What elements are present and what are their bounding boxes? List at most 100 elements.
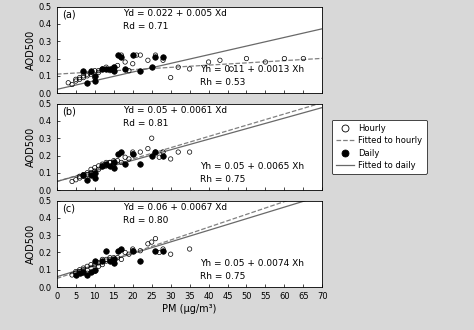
Point <box>72 272 80 278</box>
Text: Rh = 0.75: Rh = 0.75 <box>200 272 246 280</box>
Point <box>95 264 102 269</box>
Point <box>121 250 129 255</box>
Point <box>83 177 91 182</box>
Point <box>91 258 99 264</box>
Point <box>205 59 212 65</box>
Point <box>83 172 91 177</box>
Point <box>80 269 87 274</box>
Point <box>91 168 99 174</box>
Point <box>118 54 125 59</box>
Text: Yh = 0.05 + 0.0074 Xh: Yh = 0.05 + 0.0074 Xh <box>200 259 304 268</box>
Point <box>228 66 235 72</box>
Point <box>129 151 137 156</box>
Point <box>110 260 118 266</box>
Point <box>144 146 152 151</box>
Point <box>99 163 106 169</box>
Point <box>118 52 125 58</box>
Point <box>68 272 76 278</box>
Point <box>110 258 118 264</box>
Point <box>80 172 87 177</box>
Point <box>216 58 224 63</box>
Point <box>152 236 159 241</box>
Point <box>83 170 91 176</box>
Point <box>72 79 80 84</box>
Point <box>91 170 99 176</box>
Point <box>110 65 118 70</box>
Point <box>186 149 193 155</box>
Point <box>72 271 80 276</box>
Point <box>91 73 99 79</box>
Point <box>114 255 121 260</box>
Point <box>121 66 129 72</box>
Point <box>174 65 182 70</box>
Point <box>118 160 125 165</box>
Point <box>110 257 118 262</box>
Point <box>106 68 114 73</box>
Point <box>121 161 129 167</box>
Point <box>262 59 269 65</box>
Point <box>83 80 91 85</box>
Point <box>114 158 121 163</box>
Point <box>148 65 155 70</box>
Point <box>121 154 129 160</box>
Point <box>72 177 80 182</box>
Point <box>76 269 83 274</box>
Point <box>80 172 87 177</box>
Point <box>87 269 95 274</box>
Point <box>159 153 167 158</box>
Point <box>148 153 155 158</box>
Y-axis label: AOD500: AOD500 <box>26 127 36 167</box>
Point <box>99 66 106 72</box>
Point <box>243 56 250 61</box>
Point <box>159 149 167 155</box>
Point <box>102 161 110 167</box>
Point <box>148 136 155 141</box>
Point <box>83 272 91 278</box>
Point <box>137 161 144 167</box>
Point <box>106 66 114 72</box>
Point <box>174 149 182 155</box>
Point <box>281 56 288 61</box>
Point <box>129 151 137 156</box>
Point <box>137 68 144 73</box>
Point <box>110 161 118 167</box>
Y-axis label: AOD500: AOD500 <box>26 30 36 70</box>
Point <box>99 258 106 264</box>
Point <box>80 68 87 73</box>
Point <box>91 79 99 84</box>
Point <box>99 262 106 267</box>
Point <box>106 257 114 262</box>
Point <box>129 149 137 155</box>
Point <box>125 251 133 257</box>
Point <box>152 54 159 59</box>
Point <box>87 170 95 176</box>
Point <box>152 52 159 58</box>
Point <box>118 149 125 155</box>
Point <box>72 77 80 82</box>
Point <box>159 58 167 63</box>
Point <box>155 250 163 255</box>
Legend: Hourly, Fitted to hourly, Daily, Fitted to daily: Hourly, Fitted to hourly, Daily, Fitted … <box>332 120 427 174</box>
Point <box>137 258 144 264</box>
Point <box>99 163 106 169</box>
Point <box>159 248 167 253</box>
Point <box>80 75 87 80</box>
Text: Rd = 0.81: Rd = 0.81 <box>123 119 169 128</box>
Point <box>95 163 102 169</box>
Point <box>167 75 174 80</box>
Point <box>133 52 140 58</box>
Point <box>137 52 144 58</box>
Point <box>99 66 106 72</box>
Point <box>106 160 114 165</box>
Point <box>144 58 152 63</box>
Point <box>159 54 167 59</box>
Point <box>110 158 118 163</box>
Point <box>102 160 110 165</box>
Point <box>68 179 76 184</box>
Point <box>76 75 83 80</box>
Point <box>91 75 99 80</box>
Point <box>91 165 99 170</box>
Text: Rd = 0.71: Rd = 0.71 <box>123 22 169 31</box>
Point <box>137 248 144 253</box>
Point <box>64 80 72 85</box>
